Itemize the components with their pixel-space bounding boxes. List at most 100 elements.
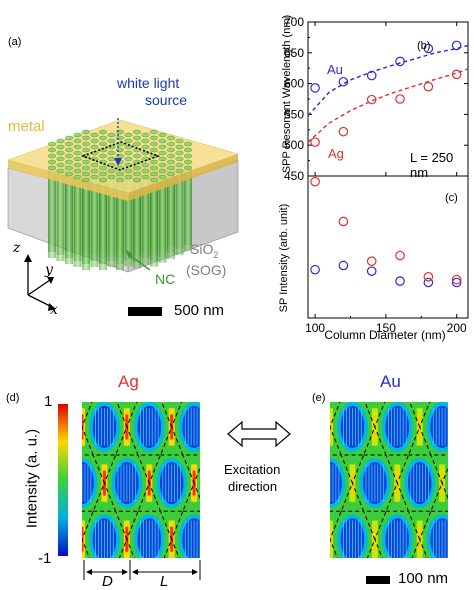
hex-outline xyxy=(171,510,200,558)
panel-a-illustration xyxy=(7,118,239,316)
fit-line-au xyxy=(307,44,469,117)
colorbar-min-label: -1 xyxy=(38,550,52,567)
nc-column xyxy=(65,176,73,264)
point-b-au xyxy=(310,83,320,93)
c-xtick-label: 200 xyxy=(447,321,467,335)
nc-column xyxy=(73,179,82,267)
nc-column-top xyxy=(149,147,158,153)
nc-column-top xyxy=(175,168,184,174)
hot-core xyxy=(330,414,332,440)
scalebar-a-label: 500 nm xyxy=(174,302,225,319)
nc-column-top xyxy=(48,153,57,159)
nc-column-top xyxy=(56,150,65,156)
nc-column xyxy=(48,170,56,258)
dim-arrow-l-left xyxy=(132,569,138,575)
nc-column xyxy=(141,179,150,265)
nc-column-top xyxy=(73,132,82,138)
nc-column-top xyxy=(132,159,141,165)
point-b-au xyxy=(338,76,349,87)
series-label-au: Au xyxy=(327,62,343,77)
nc-arrow-head xyxy=(126,250,133,259)
nc-column-top xyxy=(48,141,57,147)
nc-column-top xyxy=(64,147,73,153)
nc-column-top xyxy=(183,153,192,159)
nc-column-top xyxy=(64,153,73,159)
nc-column-top xyxy=(107,144,116,150)
point-b-au xyxy=(451,40,462,51)
sio2-text: SiO xyxy=(190,241,214,257)
nc-column-top xyxy=(90,156,99,162)
nc-column-top xyxy=(175,150,184,156)
dim-l-label: L xyxy=(160,573,169,590)
panel-c-ylabel: SP Intensity (arb. unit) xyxy=(278,203,290,313)
nc-column-top xyxy=(56,168,65,174)
point-c-au xyxy=(310,264,320,275)
annotation-l: L = 250 nm xyxy=(410,150,454,180)
point-b-ag xyxy=(338,126,349,137)
nc-column-top xyxy=(158,150,167,156)
metal-left-face xyxy=(8,160,128,201)
nc-column-top xyxy=(166,171,175,177)
point-b-ag xyxy=(395,94,405,104)
panels-bc: 450 500 550 600 650 700 100 150 200 (b) (c) Au A… xyxy=(262,0,474,345)
panel-e-graphics xyxy=(330,402,448,584)
nc-column-top xyxy=(64,171,73,177)
dim-d-label: D xyxy=(102,573,113,590)
double-arrow-icon xyxy=(227,420,291,448)
nc-column-top xyxy=(90,162,99,168)
nc-column-top xyxy=(158,174,167,180)
nc-column-top xyxy=(124,132,133,138)
nc-column-top xyxy=(98,177,107,183)
point-b-ag xyxy=(423,81,434,92)
panel-e-title: Au xyxy=(380,372,401,391)
hex-outline xyxy=(330,537,331,541)
nc-column-top xyxy=(183,141,192,147)
nc-column-top xyxy=(183,159,192,165)
point-b-ag xyxy=(451,69,462,80)
nc-column-top xyxy=(124,138,133,144)
hex-outline xyxy=(330,510,376,558)
nc-column-top xyxy=(73,162,82,168)
b-ytick-label: 650 xyxy=(284,46,304,60)
panel-e-label: (e) xyxy=(312,392,326,404)
nc-column-top xyxy=(141,162,150,168)
panel-d-graphics xyxy=(58,402,201,580)
nc-column-top xyxy=(141,174,150,180)
nc-column xyxy=(82,182,90,270)
nc-column-top xyxy=(90,138,99,144)
point-b-au xyxy=(366,70,377,81)
hex-outline xyxy=(103,454,150,512)
point-c-au xyxy=(451,277,462,288)
nc-column-top xyxy=(149,159,158,165)
nc-column-top xyxy=(166,135,175,141)
hot-core xyxy=(82,526,84,552)
nc-column-top xyxy=(149,171,158,177)
nc-column-top xyxy=(132,165,141,171)
excitation-block: Excitation direction xyxy=(218,420,302,500)
z-axis-head xyxy=(24,254,32,262)
point-c-ag xyxy=(366,256,377,266)
panel-d-title: Ag xyxy=(118,372,139,391)
nc-column-top xyxy=(158,156,167,162)
nc-column-top xyxy=(132,129,141,135)
nc-column-top xyxy=(48,147,57,153)
nc-column-top xyxy=(124,150,133,156)
intensity-map-au xyxy=(330,402,448,558)
nc-column-top xyxy=(166,165,175,171)
point-c-au xyxy=(423,277,434,288)
nc-column-top xyxy=(124,168,133,174)
nc-column-top xyxy=(48,159,57,165)
x-axis-label: x xyxy=(50,302,58,318)
nc-column-top xyxy=(90,168,99,174)
hex-outline xyxy=(374,402,421,456)
panel-d-label: (d) xyxy=(6,392,20,404)
nc-column-top xyxy=(56,156,65,162)
nc-column-top xyxy=(158,162,167,168)
hot-core xyxy=(82,414,84,440)
nc-column xyxy=(158,179,167,263)
point-b-au xyxy=(423,43,434,54)
nc-column-top xyxy=(64,159,73,165)
excitation-line-2: direction xyxy=(228,479,278,494)
point-b-ag xyxy=(310,137,320,147)
nc-column xyxy=(133,182,141,269)
